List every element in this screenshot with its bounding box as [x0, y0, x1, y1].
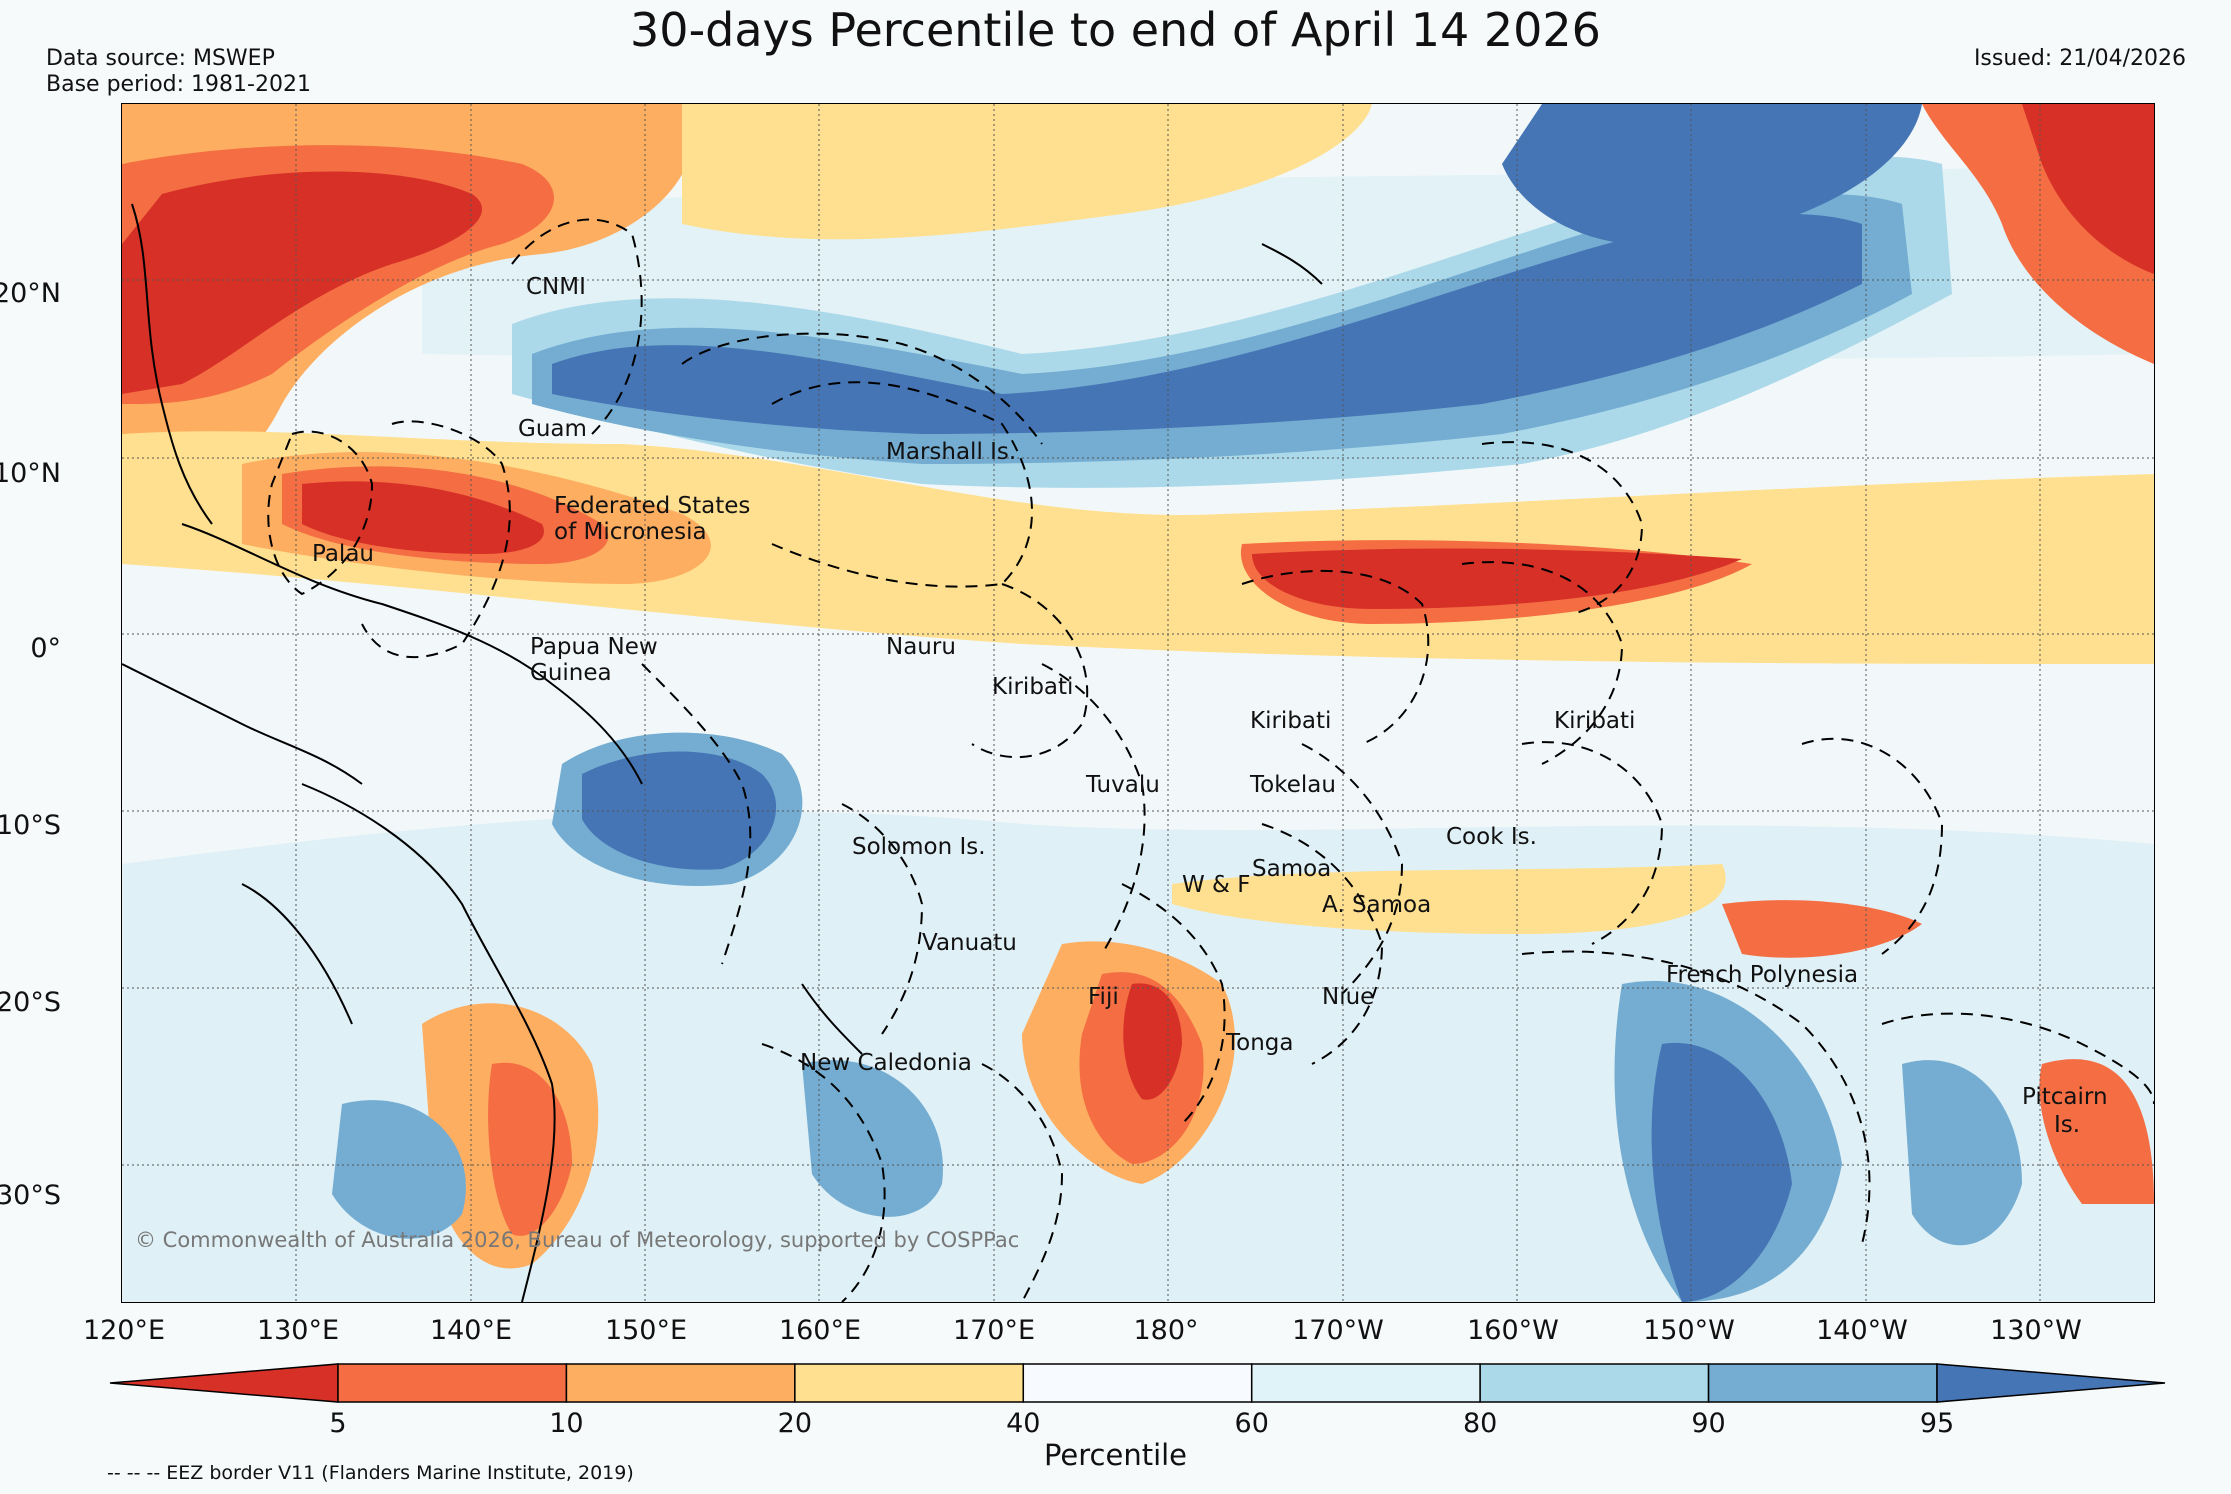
- region-label-fsm-2: of Micronesia: [554, 519, 707, 545]
- region-label-fsm-1: Federated States: [554, 493, 751, 519]
- north-darkblue-patch: [1502, 104, 1922, 246]
- colorbar-tick-label: 80: [1462, 1408, 1498, 1439]
- map-panel: CNMI Guam Marshall Is. Federated States …: [121, 103, 2155, 1303]
- region-label-kiribati-east: Kiribati: [1554, 708, 1636, 734]
- colorbar-segment: [1479, 1363, 1710, 1403]
- region-label-vanuatu: Vanuatu: [922, 930, 1017, 956]
- graticule: [122, 104, 2154, 1302]
- region-label-tonga: Tonga: [1226, 1030, 1294, 1056]
- tonga-red: [1123, 983, 1182, 1100]
- region-label-niue: Niue: [1322, 984, 1375, 1010]
- region-label-marshall: Marshall Is.: [886, 439, 1017, 465]
- lon-label-120e: 120°E: [82, 1315, 166, 1346]
- colorbar-tick-label: 95: [1919, 1408, 1955, 1439]
- equatorial-yellow: [122, 431, 2154, 664]
- colorbar-segment: [1022, 1363, 1253, 1403]
- region-label-fiji: Fiji: [1088, 984, 1119, 1010]
- region-label-new-caledonia: New Caledonia: [800, 1050, 972, 1076]
- issued-date: Issued: 21/04/2026: [1973, 46, 2186, 71]
- eez-borders: [267, 218, 2154, 1302]
- tasman-blue: [332, 1100, 466, 1239]
- lat-label-30s: 30°S: [0, 1180, 61, 1211]
- colorbar: [109, 1363, 2166, 1403]
- colorbar-tick-label: 90: [1691, 1408, 1726, 1439]
- micronesia-red: [302, 481, 544, 554]
- lat-label-20n: 20°N: [0, 278, 61, 309]
- far-se-blue: [1902, 1060, 2022, 1246]
- nw-red: [122, 171, 483, 394]
- lon-label-160e: 160°E: [778, 1315, 862, 1346]
- coastlines: [122, 203, 1323, 1302]
- lat-label-10n: 10°N: [0, 458, 61, 489]
- base-period: Base period: 1981-2021: [46, 72, 311, 97]
- central-pacific-red: [1252, 548, 1742, 609]
- region-label-french-polynesia: French Polynesia: [1666, 962, 1859, 988]
- australia-darkorange: [488, 1062, 572, 1236]
- colorbar-segments: [109, 1363, 2166, 1403]
- colorbar-segment: [337, 1363, 568, 1403]
- se-pacific-darkblue: [1651, 1042, 1792, 1302]
- region-label-tuvalu: Tuvalu: [1086, 772, 1160, 798]
- solomon-darkblue: [582, 751, 777, 870]
- colorbar-segment: [1707, 1363, 1938, 1403]
- lat-label-10s: 10°S: [0, 810, 61, 841]
- ne-red: [2022, 104, 2154, 274]
- colorbar-extend-high: [1936, 1363, 2166, 1403]
- colorbar-tick-label: 20: [777, 1408, 813, 1439]
- pitcairn-orange: [2039, 1059, 2154, 1204]
- copyright-notice: © Commonwealth of Australia 2026, Bureau…: [135, 1228, 1020, 1252]
- region-label-wallis-futuna: W & F: [1182, 872, 1251, 898]
- lon-label-170e: 170°E: [952, 1315, 1036, 1346]
- colorbar-tick-label: 10: [549, 1408, 584, 1439]
- lon-label-160w: 160°W: [1467, 1315, 1559, 1346]
- colorbar-segment: [794, 1363, 1025, 1403]
- colorbar-segment: [565, 1363, 796, 1403]
- region-label-pitcairn-2: Is.: [2054, 1112, 2081, 1138]
- lon-label-150w: 150°W: [1643, 1315, 1735, 1346]
- region-label-png-1: Papua New: [530, 634, 658, 660]
- region-label-palau: Palau: [312, 541, 374, 567]
- percentile-map: [122, 104, 2154, 1302]
- lon-label-180: 180°: [1133, 1315, 1199, 1346]
- colorbar-tick-label: 60: [1234, 1408, 1269, 1439]
- region-label-nauru: Nauru: [886, 634, 956, 660]
- north-yellow: [682, 104, 1372, 240]
- map-title: 30-days Percentile to end of April 14 20…: [630, 3, 1601, 57]
- lon-label-130e: 130°E: [256, 1315, 340, 1346]
- itcz-darkblue: [552, 214, 1862, 434]
- region-label-cook: Cook Is.: [1446, 824, 1537, 850]
- lon-label-140e: 140°E: [429, 1315, 513, 1346]
- region-label-samoa: Samoa: [1252, 856, 1332, 882]
- colorbar-extend-low: [109, 1363, 339, 1403]
- colorbar-tick-label: 5: [329, 1408, 347, 1439]
- lon-label-130w: 130°W: [1990, 1315, 2082, 1346]
- lat-label-0: 0°: [30, 633, 61, 664]
- lon-label-170w: 170°W: [1292, 1315, 1384, 1346]
- eez-footnote: -- -- -- EEZ border V11 (Flanders Marine…: [107, 1462, 634, 1484]
- region-label-solomon: Solomon Is.: [852, 834, 986, 860]
- colorbar-label: Percentile: [1043, 1438, 1188, 1472]
- region-label-american-samoa: A. Samoa: [1322, 892, 1432, 918]
- region-label-cnmi: CNMI: [526, 274, 586, 300]
- data-info: Data source: MSWEP Base period: 1981-202…: [46, 46, 311, 98]
- region-label-guam: Guam: [518, 416, 587, 442]
- region-label-pitcairn-1: Pitcairn: [2022, 1084, 2108, 1110]
- colorbar-segment: [1250, 1363, 1481, 1403]
- region-label-tokelau: Tokelau: [1250, 772, 1336, 798]
- fp-orange: [1722, 900, 1922, 958]
- lon-label-150e: 150°E: [604, 1315, 688, 1346]
- region-label-kiribati-central: Kiribati: [1250, 708, 1332, 734]
- cook-yellow: [1172, 864, 1726, 934]
- region-label-kiribati-west: Kiribati: [992, 674, 1074, 700]
- lon-label-140w: 140°W: [1816, 1315, 1908, 1346]
- colorbar-tick-label: 40: [1006, 1408, 1041, 1439]
- data-source: Data source: MSWEP: [46, 46, 275, 71]
- lat-label-20s: 20°S: [0, 987, 61, 1018]
- region-label-png-2: Guinea: [530, 660, 612, 686]
